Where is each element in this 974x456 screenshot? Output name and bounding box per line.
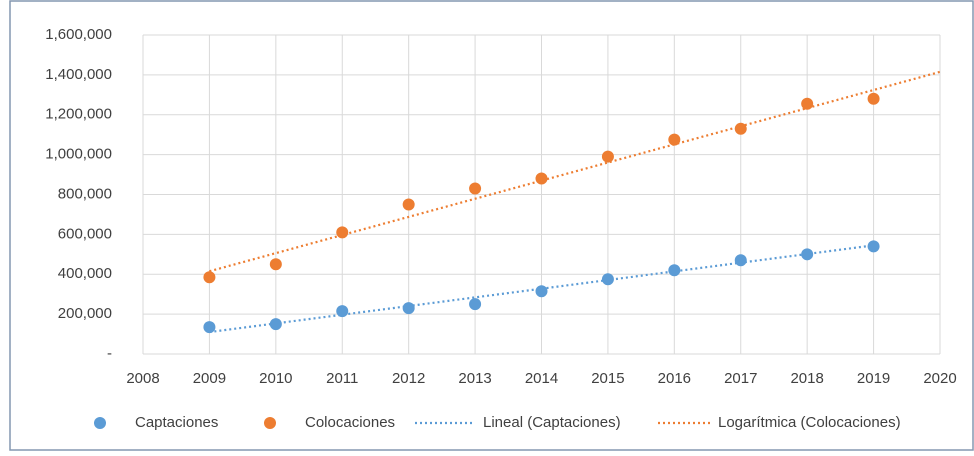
chart-frame xyxy=(9,0,974,451)
y-tick-label: 800,000 xyxy=(58,185,112,202)
x-tick-label: 2014 xyxy=(525,370,558,387)
y-tick-label: 200,000 xyxy=(58,305,112,322)
y-tick-label: 1,000,000 xyxy=(45,146,112,163)
x-tick-label: 2009 xyxy=(193,370,226,387)
y-tick-label: 400,000 xyxy=(58,265,112,282)
x-tick-label: 2019 xyxy=(857,370,890,387)
legend-label: Colocaciones xyxy=(305,414,395,431)
data-point xyxy=(867,92,880,105)
data-point xyxy=(601,273,614,286)
y-tick-label: 1,400,000 xyxy=(45,66,112,83)
trend-line xyxy=(209,244,874,334)
data-point xyxy=(734,122,747,135)
data-point xyxy=(203,271,216,284)
x-tick-label: 2020 xyxy=(923,370,956,387)
data-point xyxy=(402,198,415,211)
data-point xyxy=(469,182,482,195)
legend-label: Logarítmica (Colocaciones) xyxy=(718,414,901,431)
legend-marker xyxy=(264,417,276,429)
y-tick-label: 1,200,000 xyxy=(45,106,112,123)
data-point xyxy=(469,298,482,311)
x-tick-label: 2015 xyxy=(591,370,624,387)
data-point xyxy=(668,133,681,146)
data-point xyxy=(535,285,548,298)
data-point xyxy=(734,254,747,267)
data-point xyxy=(601,150,614,163)
trend-line xyxy=(209,70,941,273)
x-tick-label: 2017 xyxy=(724,370,757,387)
data-point xyxy=(867,240,880,253)
legend-label: Captaciones xyxy=(135,414,218,431)
y-tick-label: 600,000 xyxy=(58,225,112,242)
legend-marker xyxy=(94,417,106,429)
x-tick-label: 2010 xyxy=(259,370,292,387)
y-tick-label: - xyxy=(107,345,112,362)
data-point xyxy=(402,302,415,315)
data-point xyxy=(203,321,216,334)
x-tick-label: 2013 xyxy=(458,370,491,387)
y-tick-label: 1,600,000 xyxy=(45,26,112,43)
data-point xyxy=(269,258,282,271)
data-point xyxy=(801,248,814,261)
data-point xyxy=(336,226,349,239)
legend-label: Lineal (Captaciones) xyxy=(483,414,621,431)
data-point xyxy=(269,318,282,331)
data-point xyxy=(336,305,349,318)
x-tick-label: 2018 xyxy=(790,370,823,387)
x-tick-label: 2008 xyxy=(126,370,159,387)
x-tick-label: 2016 xyxy=(658,370,691,387)
x-tick-label: 2011 xyxy=(326,370,358,387)
data-point xyxy=(535,172,548,185)
data-point xyxy=(801,97,814,110)
x-tick-label: 2012 xyxy=(392,370,425,387)
data-point xyxy=(668,264,681,277)
